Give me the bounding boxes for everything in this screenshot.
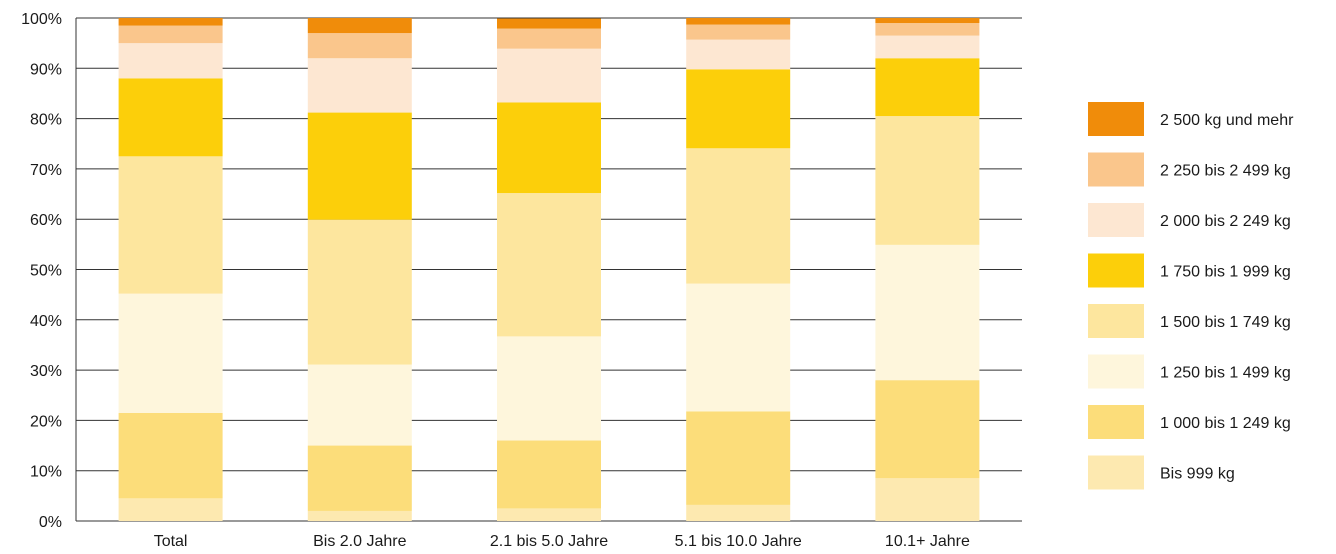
y-tick-label: 0% xyxy=(39,514,62,531)
bar-segment xyxy=(497,18,601,29)
bar-segment xyxy=(497,102,601,194)
legend-label: 1 500 bis 1 749 kg xyxy=(1160,314,1291,331)
bar-segment xyxy=(118,498,223,521)
bar-segment xyxy=(875,35,980,59)
y-tick-label: 100% xyxy=(21,11,62,28)
bar-segment xyxy=(686,148,791,284)
y-tick-label: 50% xyxy=(30,263,62,280)
bar-segment xyxy=(875,116,980,245)
legend-swatch xyxy=(1088,253,1144,288)
bar-segment xyxy=(118,25,223,44)
legend-item: 1 000 bis 1 249 kg xyxy=(1088,405,1291,439)
bar-stack xyxy=(118,18,223,521)
x-category-label: 2.1 bis 5.0 Jahre xyxy=(490,533,608,550)
bar-segment xyxy=(307,219,412,365)
x-category-label: 10.1+ Jahre xyxy=(885,533,970,550)
y-tick-label: 90% xyxy=(30,61,62,78)
legend-label: Bis 999 kg xyxy=(1160,466,1235,483)
x-axis-labels: Total Bis 2.0 Jahre 2.1 bis 5.0 Jahre 5.1 b… xyxy=(154,533,970,550)
bar-segment xyxy=(875,18,980,24)
legend-swatch xyxy=(1088,203,1144,237)
y-tick-label: 30% xyxy=(30,363,62,380)
legend-label: 1 250 bis 1 499 kg xyxy=(1160,365,1291,382)
bar-stack xyxy=(875,18,980,521)
legend-swatch xyxy=(1088,304,1144,338)
x-category-label: Bis 2.0 Jahre xyxy=(313,533,406,550)
bar-segment xyxy=(875,380,980,479)
bar-segment xyxy=(497,193,601,337)
bar-segment xyxy=(497,440,601,509)
bar-segment xyxy=(686,18,791,25)
legend-item: 1 250 bis 1 499 kg xyxy=(1088,354,1291,389)
bar-stack xyxy=(497,18,601,521)
bar-segment xyxy=(686,411,791,505)
bar-segment xyxy=(118,78,223,157)
legend-item: 1 500 bis 1 749 kg xyxy=(1088,304,1291,338)
bar-segment xyxy=(118,412,223,499)
legend-item: 1 750 bis 1 999 kg xyxy=(1088,253,1291,288)
bar-segment xyxy=(307,445,412,511)
legend-item: 2 500 kg und mehr xyxy=(1088,102,1294,136)
bar-segment xyxy=(497,48,601,103)
legend-label: 2 250 bis 2 499 kg xyxy=(1160,163,1291,180)
legend-item: 2 000 bis 2 249 kg xyxy=(1088,203,1291,237)
bar-segment xyxy=(686,39,791,70)
legend-swatch xyxy=(1088,152,1144,187)
bar-segment xyxy=(307,58,412,113)
legend-swatch xyxy=(1088,405,1144,439)
bar-segment xyxy=(875,23,980,36)
y-tick-label: 40% xyxy=(30,313,62,330)
y-tick-label: 20% xyxy=(30,413,62,430)
y-axis-ticks: 0% 10% 20% 30% 40% 50% 60% 70% 80% 90% 100% xyxy=(21,11,62,531)
bar-stack xyxy=(307,18,412,521)
legend-swatch xyxy=(1088,354,1144,389)
bars xyxy=(118,18,980,521)
bar-segment xyxy=(497,508,601,521)
bar-segment xyxy=(686,69,791,149)
bar-segment xyxy=(307,364,412,446)
x-category-label: Total xyxy=(154,533,188,550)
bar-segment xyxy=(118,156,223,294)
y-tick-label: 80% xyxy=(30,112,62,129)
bar-segment xyxy=(497,336,601,441)
legend-label: 1 000 bis 1 249 kg xyxy=(1160,415,1291,432)
legend-item: Bis 999 kg xyxy=(1088,455,1235,490)
bar-segment xyxy=(875,58,980,117)
bar-segment xyxy=(118,18,223,26)
bar-segment xyxy=(118,43,223,79)
bar-segment xyxy=(307,510,412,521)
bar-segment xyxy=(875,478,980,521)
bar-segment xyxy=(307,18,412,34)
y-tick-label: 70% xyxy=(30,162,62,179)
legend: 2 500 kg und mehr 2 250 bis 2 499 kg 2 000… xyxy=(1088,102,1294,490)
bar-segment xyxy=(686,504,791,521)
y-tick-label: 10% xyxy=(30,464,62,481)
legend-label: 1 750 bis 1 999 kg xyxy=(1160,264,1291,281)
y-tick-label: 60% xyxy=(30,212,62,229)
bar-segment xyxy=(875,244,980,381)
bar-segment xyxy=(307,33,412,59)
x-category-label: 5.1 bis 10.0 Jahre xyxy=(675,533,802,550)
bar-segment xyxy=(118,293,223,413)
bar-segment xyxy=(686,24,791,40)
legend-swatch xyxy=(1088,102,1144,136)
legend-label: 2 000 bis 2 249 kg xyxy=(1160,213,1291,230)
legend-item: 2 250 bis 2 499 kg xyxy=(1088,152,1291,187)
legend-swatch xyxy=(1088,455,1144,490)
bar-segment xyxy=(686,283,791,412)
bar-segment xyxy=(497,28,601,49)
bar-segment xyxy=(307,112,412,220)
legend-label: 2 500 kg und mehr xyxy=(1160,112,1294,129)
bar-stack xyxy=(686,18,791,521)
